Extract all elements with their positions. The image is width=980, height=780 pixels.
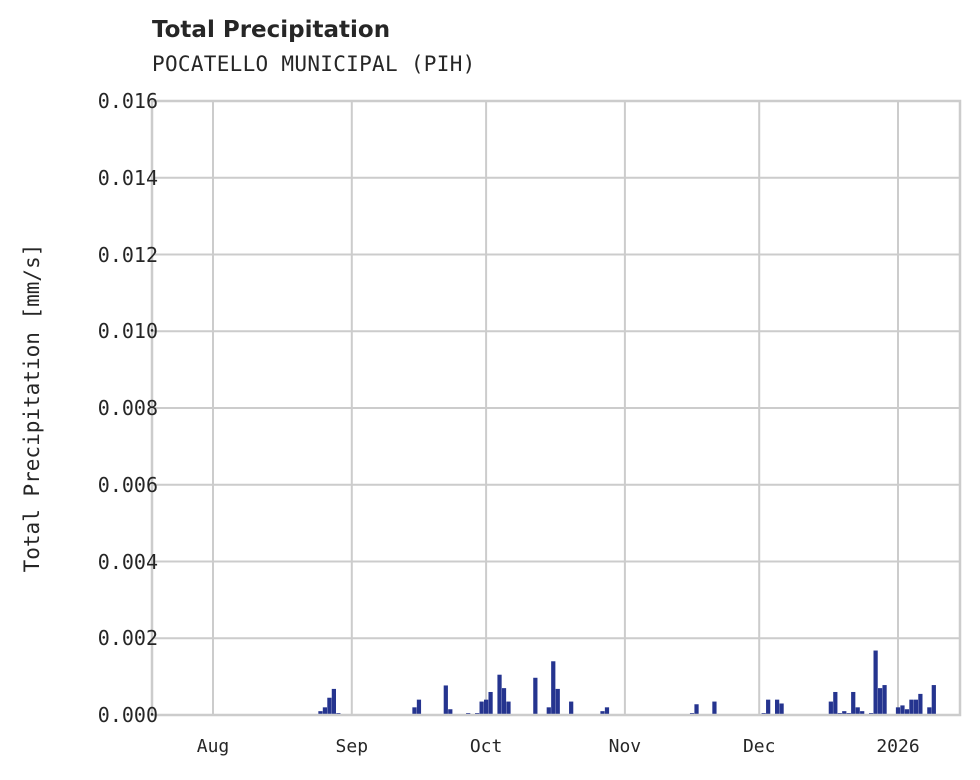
precip-bar: [766, 699, 771, 715]
precip-bar: [913, 699, 919, 715]
precip-bar: [694, 704, 699, 715]
y-tick-label: 0.000: [97, 703, 158, 727]
precip-bar: [322, 707, 328, 715]
precip-bar: [501, 688, 507, 715]
precip-bar: [712, 701, 717, 715]
precip-bar: [873, 650, 878, 715]
precip-bar: [904, 709, 910, 715]
y-tick-label: 0.012: [97, 242, 158, 267]
precip-bar: [909, 699, 914, 715]
precip-bar: [483, 699, 489, 715]
precip-bar: [443, 685, 448, 715]
precip-bar: [855, 707, 860, 715]
precip-bar: [412, 707, 417, 715]
precip-bar: [860, 711, 865, 715]
chart-subtitle: POCATELLO MUNICIPAL (PIH): [152, 52, 476, 76]
precip-bar: [895, 707, 901, 715]
x-tick-label: Sep: [335, 736, 369, 757]
precip-bar: [318, 711, 323, 715]
precip-bar: [927, 707, 932, 715]
x-tick-label: Oct: [469, 736, 503, 757]
chart-title: Total Precipitation: [152, 17, 391, 43]
precip-bar: [882, 685, 887, 715]
precip-bar: [551, 661, 556, 715]
plot-frame: [150, 99, 962, 717]
precip-bar: [600, 711, 605, 715]
precip-bar: [877, 688, 883, 715]
precip-bar: [900, 705, 905, 715]
precip-bar: [479, 701, 484, 715]
precip-bar: [506, 701, 511, 715]
y-tick-label: 0.004: [97, 549, 158, 574]
precip-bar: [931, 685, 936, 715]
precip-bar: [497, 674, 502, 715]
precip-bar: [555, 688, 560, 715]
precip-bar: [604, 707, 610, 715]
precip-bar: [828, 701, 833, 715]
y-tick-label: 0.008: [97, 396, 158, 420]
y-tick-label: 0.016: [97, 89, 158, 113]
y-tick-label: 0.006: [97, 472, 158, 497]
precip-bar: [779, 703, 784, 715]
x-tick-label: Aug: [196, 736, 230, 757]
precip-bar: [833, 691, 838, 715]
y-tick-label: 0.014: [97, 165, 158, 190]
x-tick-label: Dec: [742, 736, 776, 757]
x-tick-label: 2026: [876, 736, 920, 757]
precip-bar: [569, 701, 574, 715]
precip-bar: [842, 711, 847, 715]
precip-bar: [327, 697, 332, 715]
precip-bar: [488, 691, 493, 715]
x-tick-label: Nov: [608, 736, 642, 757]
precip-bar: [918, 693, 923, 715]
y-tick-label: 0.002: [97, 626, 158, 651]
precip-bar: [533, 677, 538, 715]
precip-bar: [331, 688, 336, 715]
precip-bar: [775, 699, 780, 715]
y-tick-label: 0.010: [97, 319, 158, 344]
precip-bar: [851, 691, 856, 715]
precip-bar: [448, 709, 453, 715]
precip-bar: [416, 699, 422, 715]
precip-bar: [546, 707, 551, 715]
